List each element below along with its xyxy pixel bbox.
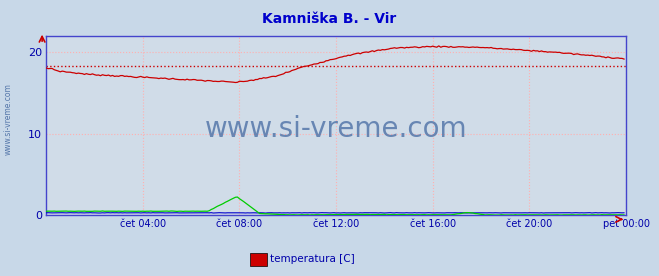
Text: Kamniška B. - Vir: Kamniška B. - Vir (262, 12, 397, 26)
Text: www.si-vreme.com: www.si-vreme.com (3, 83, 13, 155)
Text: temperatura [C]: temperatura [C] (270, 254, 355, 264)
Text: www.si-vreme.com: www.si-vreme.com (205, 115, 467, 143)
